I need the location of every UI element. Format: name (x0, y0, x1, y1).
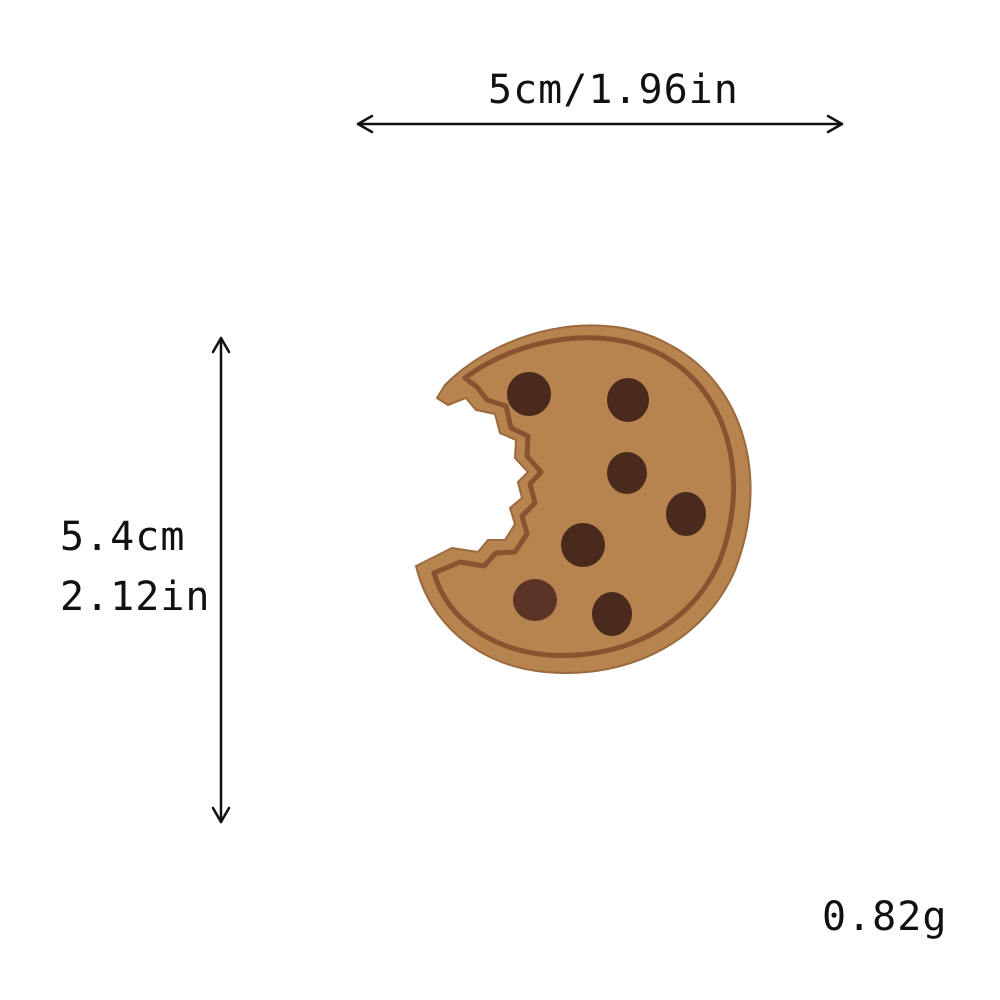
height-arrow (211, 336, 231, 824)
cookie-patch-image (414, 324, 752, 674)
width-arrow (356, 114, 844, 134)
chip (607, 378, 649, 422)
height-dimension-label-cm: 5.4cm (60, 514, 186, 560)
stitched-border (431, 335, 737, 658)
weight-label: 0.82g (822, 894, 948, 940)
chocolate-chips (507, 372, 706, 636)
chip (592, 592, 632, 636)
chip (507, 372, 551, 416)
chip (513, 579, 557, 621)
cookie-body (414, 324, 752, 674)
chip (666, 492, 706, 536)
chip (607, 452, 647, 494)
width-dimension-label: 5cm/1.96in (488, 67, 739, 113)
chip (561, 523, 605, 567)
height-dimension-label-in: 2.12in (60, 574, 211, 620)
